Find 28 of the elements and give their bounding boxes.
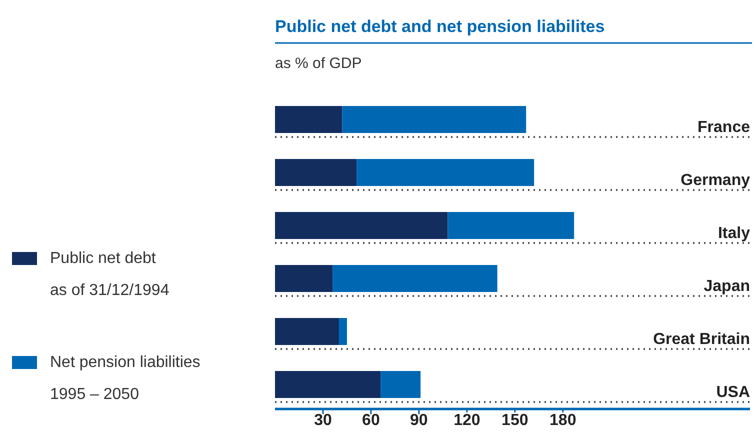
x-tick-label: 180 xyxy=(550,412,576,429)
bar xyxy=(275,106,342,133)
x-tick-label: 60 xyxy=(362,412,380,429)
y-tick-label: Great Britain xyxy=(653,331,750,348)
bar xyxy=(332,265,498,292)
y-tick-label: Germany xyxy=(680,172,750,189)
chart-title: Public net debt and net pension liabilites xyxy=(275,17,605,36)
bar xyxy=(448,212,574,239)
x-tick-label: 120 xyxy=(454,412,480,429)
y-tick-label: Japan xyxy=(704,278,750,295)
bar xyxy=(338,318,347,345)
y-tick-label: France xyxy=(698,119,750,136)
legend-label: Public net debt as of 31/12/1994 xyxy=(50,250,170,299)
chart-subtitle: as % of GDP xyxy=(275,55,362,72)
x-tick-label: 90 xyxy=(410,412,428,429)
x-tick-label: 30 xyxy=(314,412,332,429)
y-tick-label: USA xyxy=(716,384,750,401)
y-tick-label: Italy xyxy=(718,225,750,242)
legend-label: Net pension liabilities 1995 – 2050 xyxy=(50,354,200,403)
bar xyxy=(275,318,339,345)
x-tick-label: 150 xyxy=(502,412,528,429)
bar xyxy=(380,371,421,398)
bar xyxy=(275,265,333,292)
bar xyxy=(275,159,357,186)
bar xyxy=(356,159,534,186)
bar xyxy=(275,212,448,239)
bar xyxy=(275,371,381,398)
bar xyxy=(342,106,526,133)
